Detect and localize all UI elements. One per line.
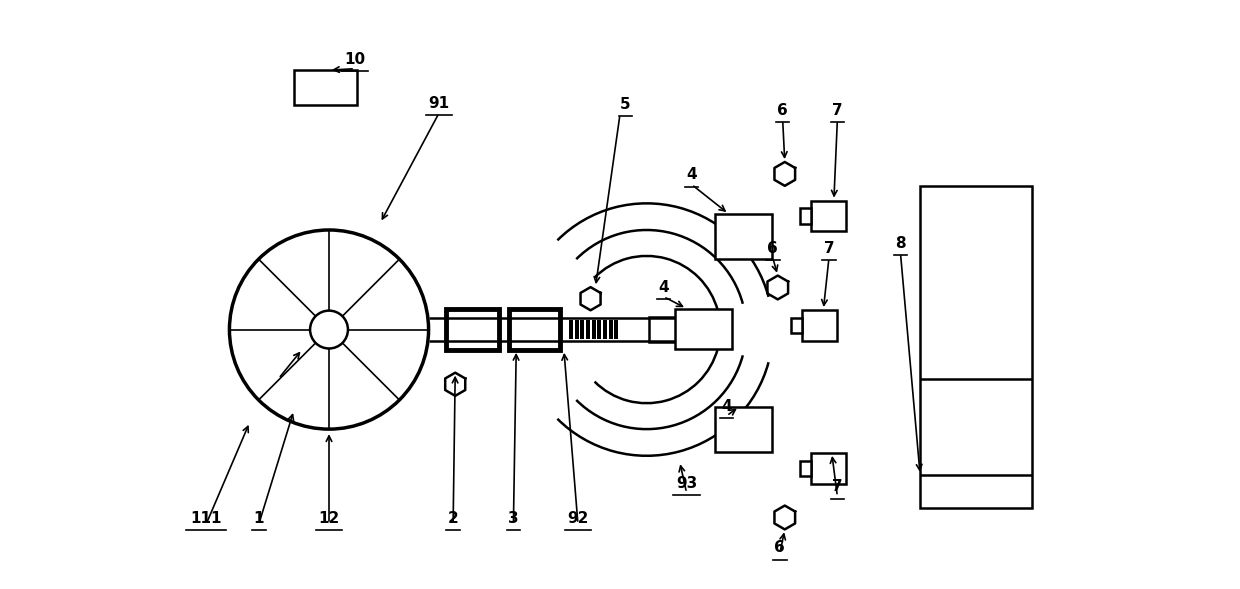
Text: 2: 2 <box>448 511 459 526</box>
Bar <box>598 320 601 339</box>
Bar <box>580 320 584 339</box>
Bar <box>800 461 811 476</box>
Bar <box>920 186 1032 508</box>
Text: 8: 8 <box>895 236 905 251</box>
Bar <box>714 214 773 259</box>
Text: 7: 7 <box>832 103 843 118</box>
Bar <box>800 209 811 224</box>
Text: 6: 6 <box>768 241 779 256</box>
Bar <box>574 320 579 339</box>
Bar <box>811 200 847 231</box>
Text: 1: 1 <box>254 511 264 526</box>
Bar <box>675 309 732 349</box>
Text: 91: 91 <box>429 96 450 111</box>
Bar <box>609 320 613 339</box>
Bar <box>585 320 590 339</box>
Bar <box>603 320 608 339</box>
Bar <box>510 309 559 350</box>
Text: 4: 4 <box>686 167 697 183</box>
Text: 4: 4 <box>658 280 668 294</box>
Text: 5: 5 <box>620 97 631 112</box>
Bar <box>791 317 802 333</box>
Bar <box>802 310 837 341</box>
Text: 12: 12 <box>319 511 340 526</box>
Text: 3: 3 <box>508 511 518 526</box>
Text: 6: 6 <box>777 103 789 118</box>
Text: 93: 93 <box>676 476 697 491</box>
Text: 92: 92 <box>567 511 589 526</box>
Bar <box>446 309 498 350</box>
Text: 111: 111 <box>191 511 222 526</box>
Text: 10: 10 <box>345 52 366 67</box>
Bar <box>569 320 573 339</box>
Bar <box>294 70 357 105</box>
Bar <box>811 453 847 484</box>
Text: 6: 6 <box>775 540 785 555</box>
Bar <box>614 320 619 339</box>
Bar <box>591 320 595 339</box>
Text: 7: 7 <box>832 479 843 494</box>
Text: 4: 4 <box>722 399 732 413</box>
Text: 7: 7 <box>823 241 835 256</box>
Bar <box>650 317 704 342</box>
Bar <box>714 406 773 452</box>
